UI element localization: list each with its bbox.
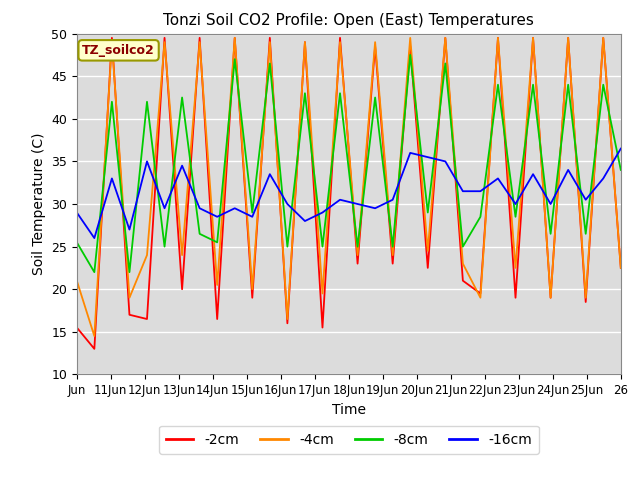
- Text: TZ_soilco2: TZ_soilco2: [82, 44, 155, 57]
- Legend: -2cm, -4cm, -8cm, -16cm: -2cm, -4cm, -8cm, -16cm: [159, 426, 539, 454]
- Y-axis label: Soil Temperature (C): Soil Temperature (C): [31, 133, 45, 275]
- X-axis label: Time: Time: [332, 403, 366, 417]
- Title: Tonzi Soil CO2 Profile: Open (East) Temperatures: Tonzi Soil CO2 Profile: Open (East) Temp…: [163, 13, 534, 28]
